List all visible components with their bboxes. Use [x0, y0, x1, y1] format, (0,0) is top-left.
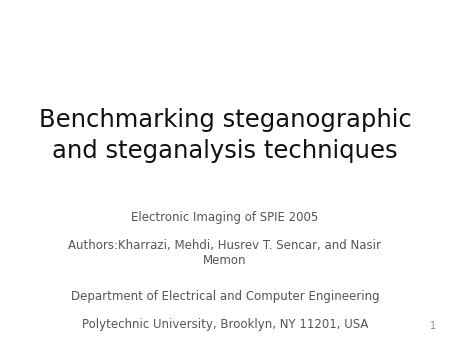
Text: Department of Electrical and Computer Engineering: Department of Electrical and Computer En…: [71, 290, 379, 303]
Text: Polytechnic University, Brooklyn, NY 11201, USA: Polytechnic University, Brooklyn, NY 112…: [82, 318, 368, 331]
Text: Benchmarking steganographic
and steganalysis techniques: Benchmarking steganographic and steganal…: [39, 108, 411, 163]
Text: Electronic Imaging of SPIE 2005: Electronic Imaging of SPIE 2005: [131, 211, 319, 224]
Text: Authors:Kharrazi, Mehdi, Husrev T. Sencar, and Nasir
Memon: Authors:Kharrazi, Mehdi, Husrev T. Senca…: [68, 239, 382, 267]
Text: 1: 1: [430, 321, 436, 331]
